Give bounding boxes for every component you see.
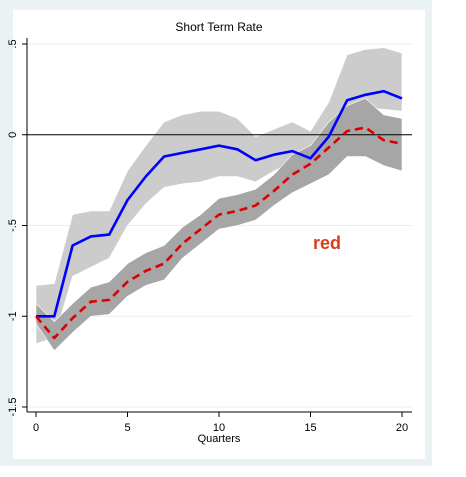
x-axis-label: Quarters	[198, 433, 241, 445]
x-tick-label-0: 0	[33, 422, 39, 434]
red-annotation: red	[313, 233, 341, 253]
x-tick-label-3: 15	[304, 422, 316, 434]
series-lines	[35, 89, 403, 340]
series-line-1	[35, 126, 403, 340]
y-tick-label-2: -.5	[7, 219, 19, 232]
y-tick-label-1: 0	[7, 132, 19, 138]
x-tick-label-4: 20	[396, 422, 408, 434]
confidence-band-1	[35, 98, 403, 352]
axes: .5 0 -.5 -1 -1.5 0 5 10 15 20	[7, 38, 412, 434]
confidence-band-0	[35, 47, 403, 344]
y-tick-label-0: .5	[7, 39, 19, 48]
chart-title: Short Term Rate	[175, 20, 262, 34]
x-tick-label-1: 5	[124, 422, 130, 434]
x-tick-label-2: 10	[213, 422, 225, 434]
confidence-bands	[35, 47, 403, 352]
y-tick-label-3: -1	[7, 311, 19, 321]
y-tick-label-4: -1.5	[7, 398, 19, 417]
series-line-0	[36, 89, 403, 318]
